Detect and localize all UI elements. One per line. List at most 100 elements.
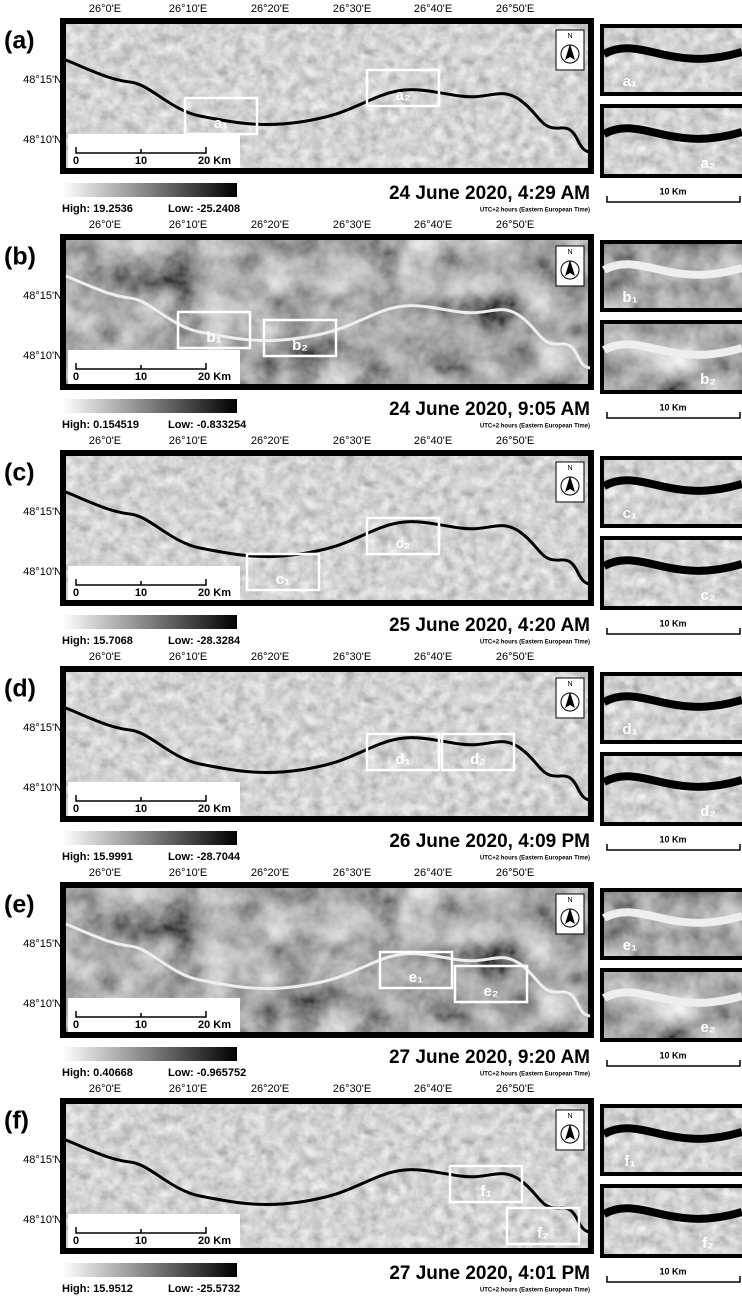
lon-label: 26°0'E bbox=[89, 651, 121, 663]
legend-high: High: 0.40668 bbox=[62, 1067, 133, 1079]
inset-label: a₂ bbox=[700, 155, 715, 172]
panel-label: (a) bbox=[4, 27, 35, 55]
lon-label: 26°40'E bbox=[414, 219, 452, 231]
lon-label: 26°10'E bbox=[169, 867, 207, 879]
inset-image bbox=[604, 972, 742, 1038]
lon-label: 26°0'E bbox=[89, 219, 121, 231]
inset-label: c₂ bbox=[700, 587, 715, 604]
legend-low: Low: -28.7044 bbox=[168, 851, 241, 863]
inset-label: b₂ bbox=[700, 371, 716, 388]
legend-high: High: 15.9512 bbox=[62, 1283, 133, 1295]
inset-image bbox=[604, 1188, 742, 1254]
lon-label: 26°50'E bbox=[496, 651, 534, 663]
north-n: N bbox=[567, 897, 572, 904]
zoom-label: b₂ bbox=[292, 337, 308, 354]
legend-low: Low: -0.833254 bbox=[168, 419, 247, 431]
zoom-label: e₂ bbox=[483, 983, 498, 1000]
inset-image bbox=[604, 324, 742, 390]
inset-label: b₁ bbox=[622, 289, 637, 306]
legend-gradient bbox=[62, 183, 237, 197]
lat-label: 48°15'N bbox=[23, 506, 62, 518]
zoom-label: d₂ bbox=[470, 751, 486, 768]
lat-label: 48°10'N bbox=[23, 998, 62, 1010]
zoom-label: c₁ bbox=[276, 571, 291, 588]
timezone: UTC+2 hours (Eastern European Time) bbox=[480, 640, 590, 646]
lon-label: 26°40'E bbox=[414, 1083, 452, 1095]
legend-high: High: 19.2536 bbox=[62, 203, 133, 215]
date: 24 June 2020, 9:05 AM bbox=[389, 399, 590, 420]
inset-label: c₁ bbox=[623, 505, 638, 522]
scale-label: 10 bbox=[135, 155, 147, 167]
lat-label: 48°15'N bbox=[23, 1154, 62, 1166]
zoom-label: a₂ bbox=[395, 87, 410, 104]
lat-label: 48°15'N bbox=[23, 290, 62, 302]
lon-label: 26°50'E bbox=[496, 435, 534, 447]
inset-label: e₂ bbox=[700, 1019, 715, 1036]
north-n: N bbox=[567, 465, 572, 472]
lon-label: 26°10'E bbox=[169, 1083, 207, 1095]
lon-label: 26°30'E bbox=[333, 867, 371, 879]
scale-label: 10 bbox=[135, 371, 147, 383]
lat-label: 48°10'N bbox=[23, 134, 62, 146]
lon-label: 26°30'E bbox=[333, 435, 371, 447]
scale-label: 0 bbox=[73, 587, 79, 599]
lat-label: 48°15'N bbox=[23, 722, 62, 734]
inset-scale-bar bbox=[607, 1276, 740, 1282]
panel-label: (d) bbox=[4, 675, 36, 703]
panel: (d)26°0'E26°10'E26°20'E26°30'E26°40'E26°… bbox=[4, 651, 742, 863]
date: 25 June 2020, 4:20 AM bbox=[389, 615, 590, 636]
inset-scale-bar bbox=[607, 412, 740, 418]
legend-gradient bbox=[62, 1263, 237, 1277]
north-n: N bbox=[567, 249, 572, 256]
scale-label: 10 bbox=[135, 587, 147, 599]
lon-label: 26°10'E bbox=[169, 219, 207, 231]
north-n: N bbox=[567, 681, 572, 688]
legend-low: Low: -28.3284 bbox=[168, 635, 241, 647]
timezone: UTC+2 hours (Eastern European Time) bbox=[480, 856, 590, 862]
lat-label: 48°10'N bbox=[23, 350, 62, 362]
panel-label: (f) bbox=[4, 1107, 29, 1135]
lon-label: 26°20'E bbox=[251, 435, 289, 447]
lon-label: 26°30'E bbox=[333, 651, 371, 663]
lon-label: 26°20'E bbox=[251, 3, 289, 15]
scale-label: 0 bbox=[73, 1235, 79, 1247]
scale-label: 10 bbox=[135, 1019, 147, 1031]
zoom-label: f₁ bbox=[480, 1183, 491, 1200]
legend-low: Low: -25.2408 bbox=[168, 203, 240, 215]
inset-image bbox=[604, 540, 742, 606]
lon-label: 26°10'E bbox=[169, 435, 207, 447]
lon-label: 26°50'E bbox=[496, 1083, 534, 1095]
legend-low: Low: -0.965752 bbox=[168, 1067, 246, 1079]
panel-label: (c) bbox=[4, 459, 35, 487]
lon-label: 26°0'E bbox=[89, 1083, 121, 1095]
scale-label: 20 Km bbox=[198, 155, 231, 167]
inset-scale-bar bbox=[607, 628, 740, 634]
inset-scale-label: 10 Km bbox=[659, 186, 686, 196]
lon-label: 26°20'E bbox=[251, 1083, 289, 1095]
legend-gradient bbox=[62, 831, 237, 845]
panel: (a)26°0'E26°10'E26°20'E26°30'E26°40'E26°… bbox=[4, 3, 742, 215]
lon-label: 26°40'E bbox=[414, 867, 452, 879]
lon-label: 26°0'E bbox=[89, 435, 121, 447]
inset-label: e₁ bbox=[623, 937, 638, 954]
inset-image bbox=[604, 108, 742, 174]
legend-gradient bbox=[62, 615, 237, 629]
lon-label: 26°0'E bbox=[89, 867, 121, 879]
scale-label: 20 Km bbox=[198, 803, 231, 815]
inset-scale-bar bbox=[607, 196, 740, 202]
legend-high: High: 15.7068 bbox=[62, 635, 133, 647]
inset-label: f₂ bbox=[702, 1235, 714, 1252]
inset-scale-label: 10 Km bbox=[659, 1050, 686, 1060]
scale-label: 20 Km bbox=[198, 587, 231, 599]
scale-label: 0 bbox=[73, 1019, 79, 1031]
inset-label: a₁ bbox=[623, 73, 638, 90]
lon-label: 26°20'E bbox=[251, 219, 289, 231]
legend-low: Low: -25.5732 bbox=[168, 1283, 240, 1295]
lat-label: 48°15'N bbox=[23, 938, 62, 950]
lon-label: 26°50'E bbox=[496, 3, 534, 15]
scale-label: 0 bbox=[73, 371, 79, 383]
scale-label: 20 Km bbox=[198, 1019, 231, 1031]
panel: (c)26°0'E26°10'E26°20'E26°30'E26°40'E26°… bbox=[4, 435, 742, 647]
